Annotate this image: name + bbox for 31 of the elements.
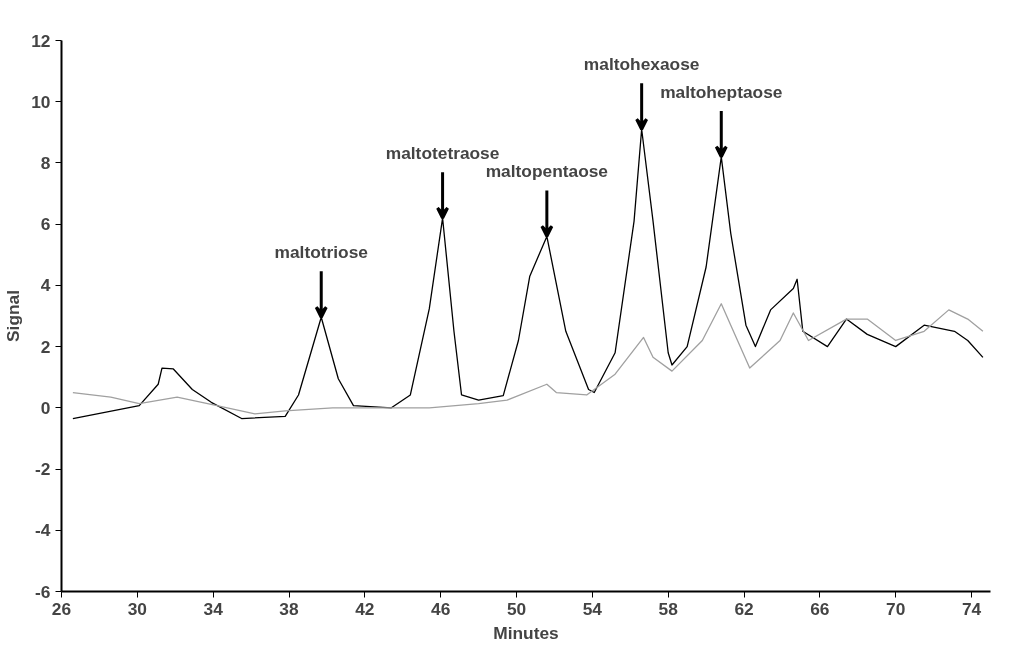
x-tick-label: 58 (658, 598, 679, 619)
y-tick-label: -2 (35, 459, 51, 480)
x-tick-label: 70 (886, 598, 906, 619)
x-tick-label: 46 (431, 598, 451, 619)
annotation: maltoheptaose (660, 81, 783, 102)
x-tick-label: 62 (734, 598, 754, 619)
x-tick-label: 30 (127, 598, 147, 619)
x-tick-label: 42 (355, 598, 375, 619)
y-tick-label: 12 (31, 30, 51, 51)
annotation: maltopentaose (485, 161, 609, 182)
y-tick-label: 6 (40, 214, 51, 235)
x-tick-label: 34 (203, 598, 224, 619)
x-tick-label: 66 (810, 598, 830, 619)
x-tick-label: 26 (51, 598, 72, 619)
x-axis-title: Minutes (493, 622, 559, 643)
x-tick-label: 50 (506, 598, 527, 619)
annotation: maltohexaose (583, 54, 700, 75)
x-tick-label: 38 (279, 598, 300, 619)
x-tick-label: 54 (582, 598, 603, 619)
y-axis-title: Signal (3, 290, 24, 342)
y-tick-label: 4 (40, 275, 51, 296)
y-tick-label: 8 (40, 152, 51, 173)
y-tick-label: 10 (31, 91, 51, 112)
y-tick-label: -4 (35, 520, 51, 541)
annotation: maltotetraose (385, 142, 500, 163)
y-tick-label: 2 (40, 336, 51, 357)
line-series (72, 303, 984, 415)
y-tick-label: 0 (40, 397, 51, 418)
x-tick-label: 74 (961, 598, 982, 619)
annotation: maltotriose (274, 242, 369, 263)
y-tick-label: -6 (35, 581, 51, 602)
